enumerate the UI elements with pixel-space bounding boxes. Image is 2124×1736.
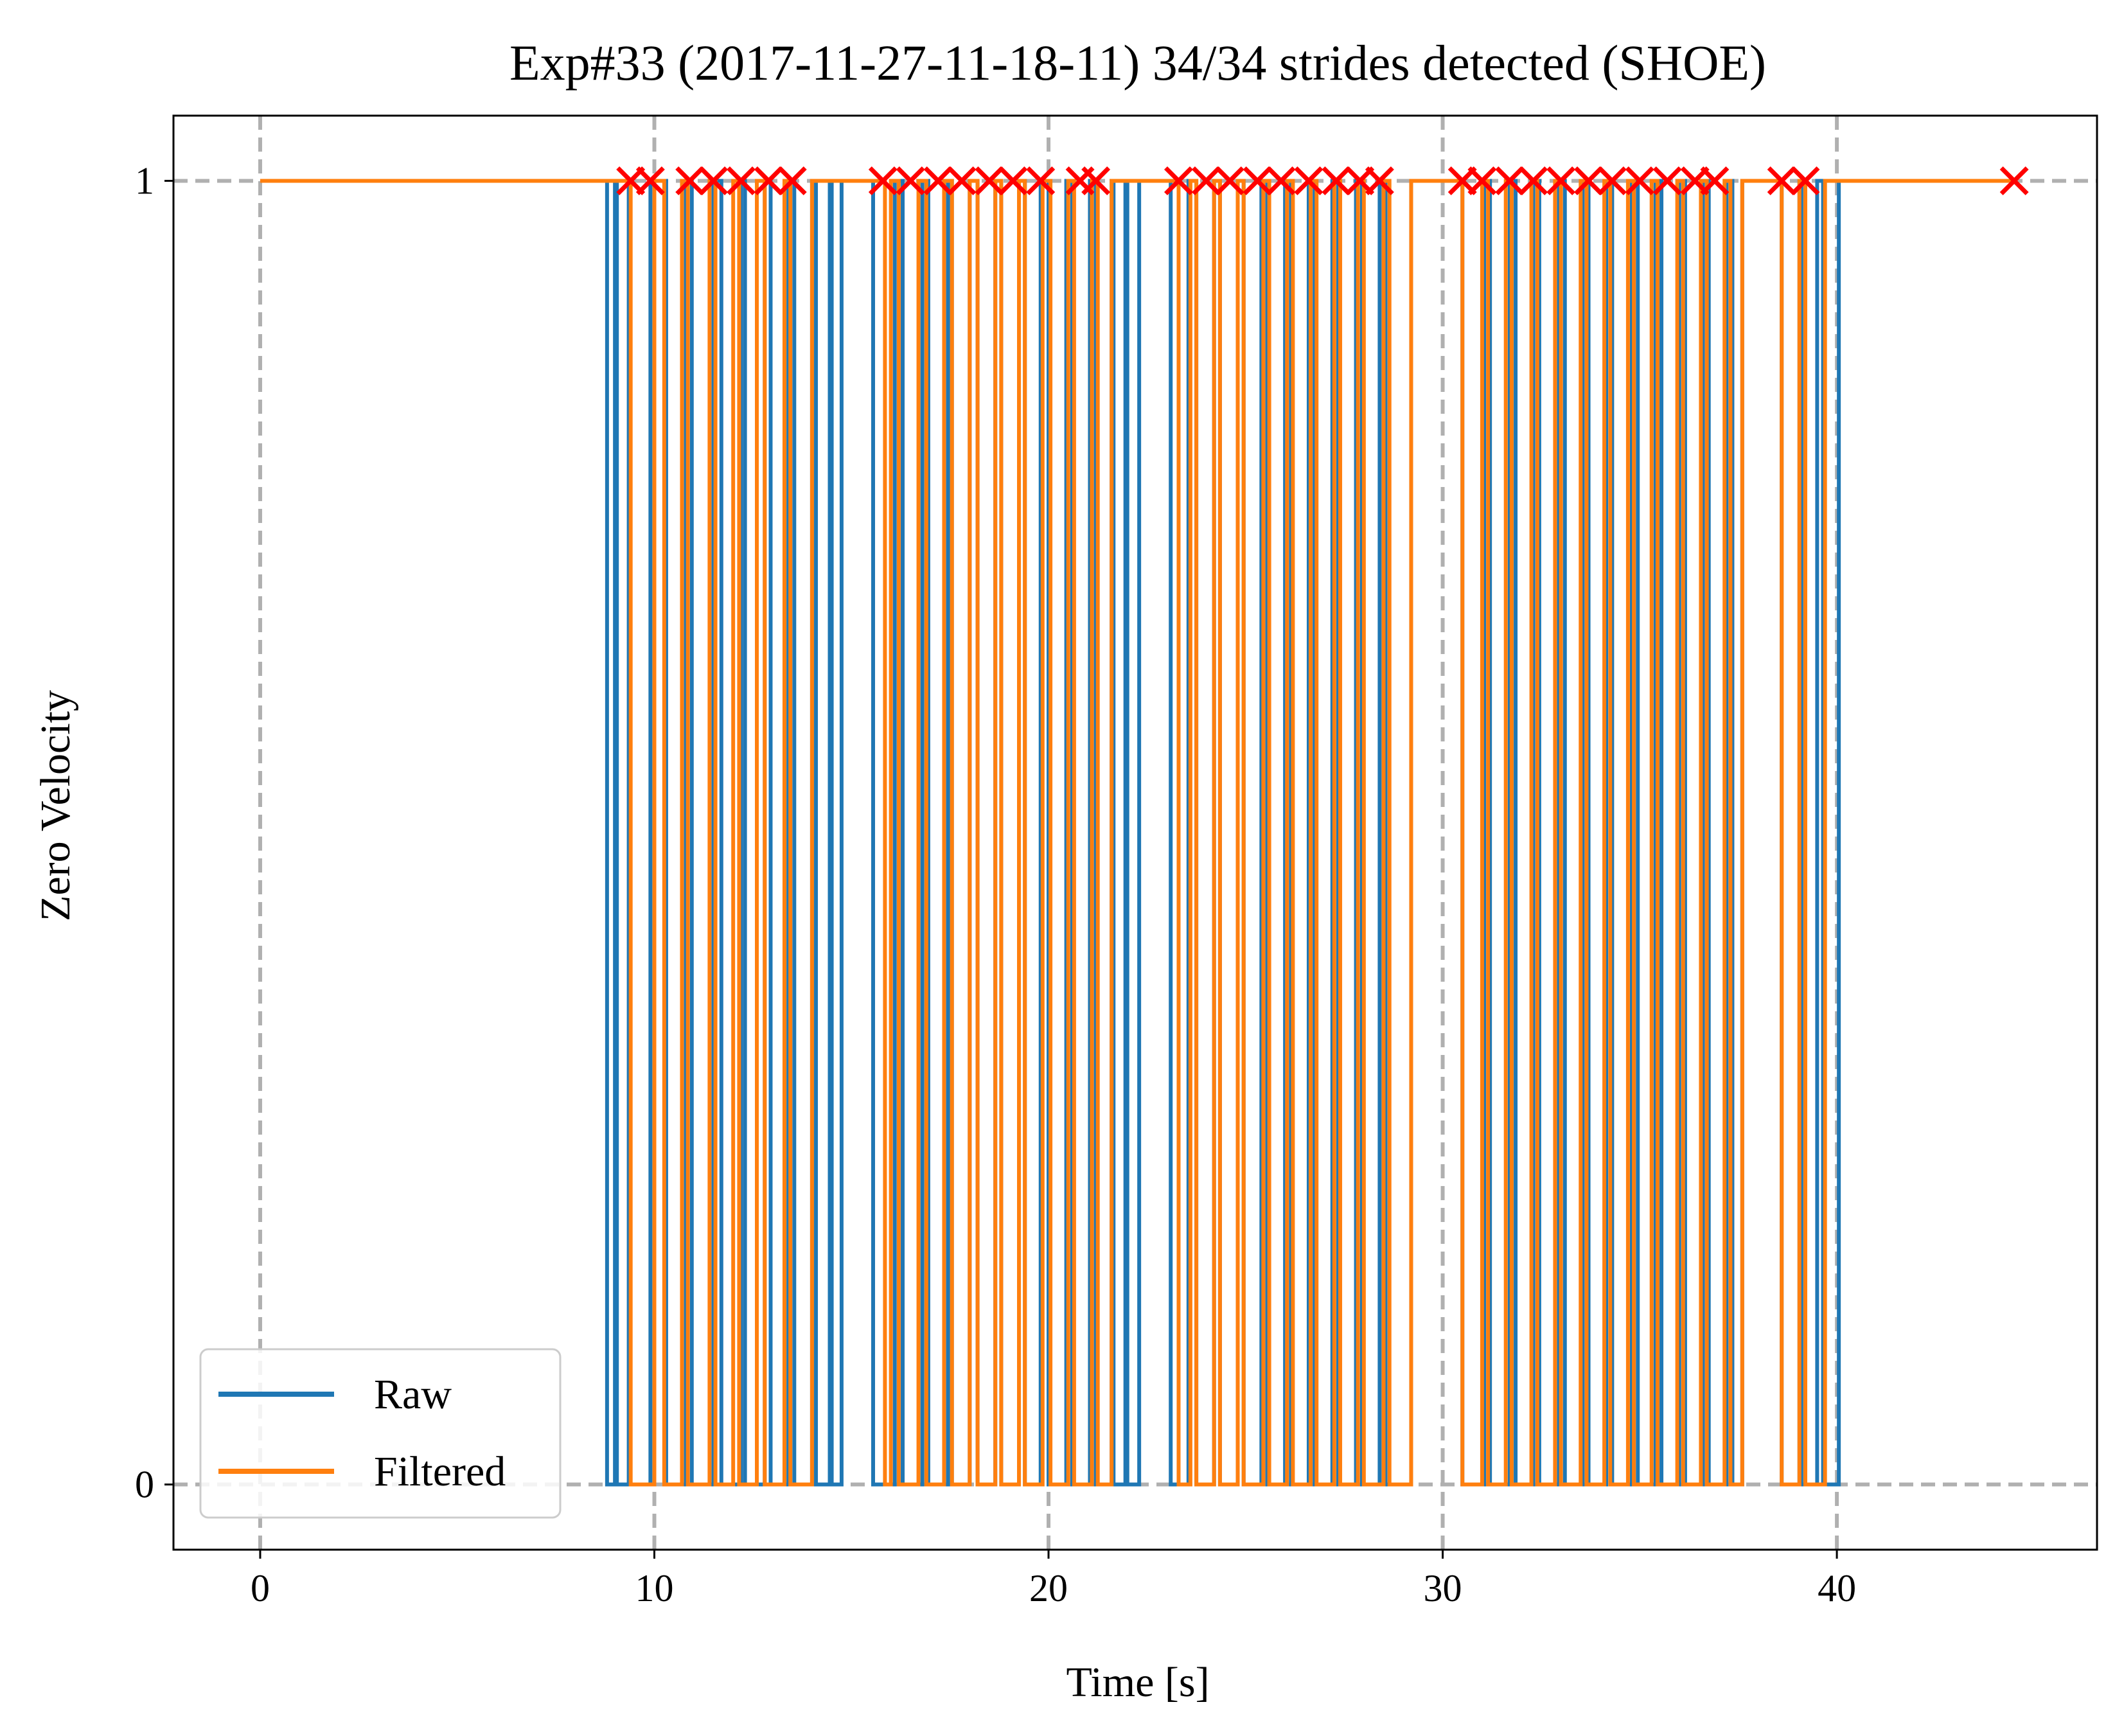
stride-marker	[1266, 166, 1296, 195]
stride-marker	[727, 166, 756, 195]
stride-marker	[1081, 166, 1111, 195]
stride-marker	[947, 166, 977, 195]
stride-marker	[1495, 166, 1525, 195]
x-tick-label: 20	[1029, 1567, 1068, 1609]
stride-marker	[1791, 166, 1820, 195]
stride-marker	[1164, 166, 1193, 195]
stride-marker	[1519, 166, 1548, 195]
x-tick-label: 30	[1424, 1567, 1462, 1609]
plot-frame	[172, 114, 2098, 1551]
stride-marker	[1243, 166, 1272, 195]
stride-marker	[1467, 166, 1497, 195]
x-tick-label: 0	[251, 1567, 270, 1609]
stride-marker	[975, 166, 1004, 195]
legend: Raw Filtered	[199, 1348, 562, 1519]
y-axis-label: Zero Velocity	[32, 690, 79, 921]
stride-marker	[1215, 166, 1244, 195]
stride-marker	[1322, 166, 1351, 195]
series-line-filtered	[260, 179, 2015, 1487]
axis-ticks: 0 10 20 30 40 0 1	[135, 159, 1856, 1609]
stride-marker	[675, 166, 705, 195]
stride-marker	[1574, 166, 1604, 195]
stride-marker	[868, 166, 898, 195]
stride-marker	[635, 166, 665, 195]
stride-marker	[777, 166, 807, 195]
y-tick-label: 1	[135, 159, 154, 202]
stride-marker	[1700, 166, 1730, 195]
stride-marker	[754, 166, 783, 195]
x-tick-label: 40	[1818, 1567, 1856, 1609]
stride-marker	[923, 166, 953, 195]
y-tick-label: 0	[135, 1464, 154, 1506]
stride-marker	[1767, 166, 1796, 195]
legend-box	[199, 1348, 562, 1519]
legend-label-filtered: Filtered	[374, 1448, 506, 1495]
stride-marker	[1999, 166, 2029, 195]
stride-marker	[1546, 166, 1576, 195]
stride-marker	[1365, 166, 1394, 195]
x-axis-label: Time [s]	[1066, 1659, 1209, 1706]
stride-markers	[616, 166, 2029, 195]
stride-marker	[699, 166, 729, 195]
legend-label-raw: Raw	[374, 1371, 452, 1418]
stride-marker	[1026, 166, 1056, 195]
stride-marker	[1652, 166, 1682, 195]
stride-marker	[1597, 166, 1627, 195]
chart-title: Exp#33 (2017-11-27-11-18-11) 34/34 strid…	[509, 35, 1766, 91]
stride-marker	[1191, 166, 1221, 195]
stride-marker	[1625, 166, 1654, 195]
stride-marker	[896, 166, 925, 195]
stride-marker	[998, 166, 1028, 195]
x-tick-label: 10	[635, 1567, 674, 1609]
stride-marker	[1294, 166, 1323, 195]
